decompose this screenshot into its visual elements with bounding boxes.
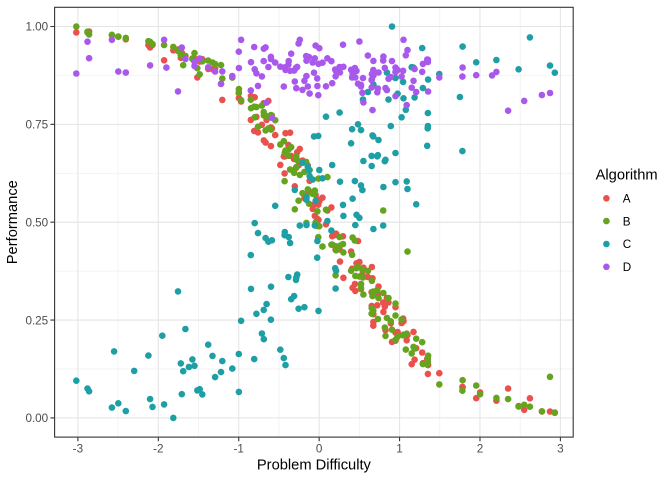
svg-text:1: 1 xyxy=(396,443,403,456)
svg-text:Algorithm: Algorithm xyxy=(596,167,658,183)
svg-text:-1: -1 xyxy=(234,443,244,456)
svg-text:-2: -2 xyxy=(153,443,163,456)
svg-text:A: A xyxy=(623,193,631,206)
svg-text:0.75: 0.75 xyxy=(25,119,48,132)
svg-text:1.00: 1.00 xyxy=(25,21,48,34)
svg-text:0: 0 xyxy=(316,443,323,456)
svg-text:0.00: 0.00 xyxy=(25,412,48,425)
svg-text:3: 3 xyxy=(557,443,564,456)
svg-text:0.50: 0.50 xyxy=(25,216,48,229)
svg-text:2: 2 xyxy=(477,443,484,456)
svg-text:Performance: Performance xyxy=(5,180,21,264)
svg-text:-3: -3 xyxy=(73,443,83,456)
svg-text:B: B xyxy=(623,215,631,228)
svg-text:0.25: 0.25 xyxy=(25,314,48,327)
svg-text:C: C xyxy=(623,238,631,251)
svg-text:Problem Difficulty: Problem Difficulty xyxy=(257,458,372,474)
svg-text:D: D xyxy=(623,261,631,274)
